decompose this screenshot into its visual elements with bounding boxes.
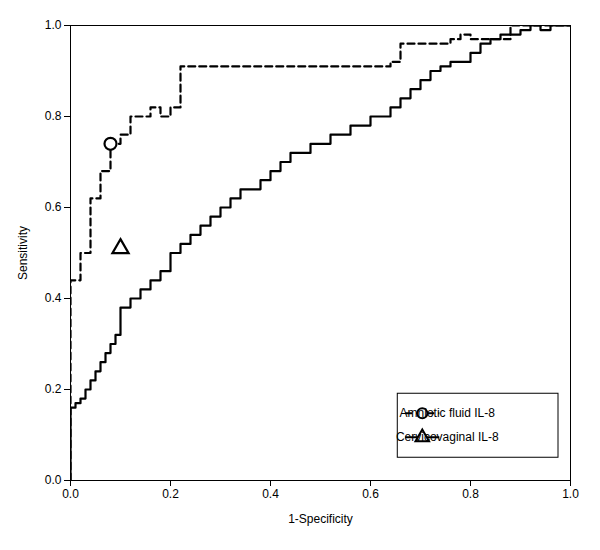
svg-text:0.4: 0.4 [45, 291, 62, 305]
svg-text:1.0: 1.0 [562, 487, 579, 501]
svg-text:0.6: 0.6 [362, 487, 379, 501]
svg-text:0.8: 0.8 [462, 487, 479, 501]
svg-text:1-Specificity: 1-Specificity [288, 512, 353, 526]
svg-text:Sensitivity: Sensitivity [16, 226, 30, 280]
svg-text:Cervicovaginal IL-8: Cervicovaginal IL-8 [396, 430, 499, 444]
svg-text:0.0: 0.0 [45, 473, 62, 487]
svg-text:1.0: 1.0 [45, 18, 62, 32]
svg-text:0.2: 0.2 [162, 487, 179, 501]
svg-text:0.2: 0.2 [45, 382, 62, 396]
svg-text:Amniotic fluid IL-8: Amniotic fluid IL-8 [400, 406, 496, 420]
svg-text:0.4: 0.4 [262, 487, 279, 501]
svg-text:0.0: 0.0 [62, 487, 79, 501]
svg-text:0.8: 0.8 [45, 109, 62, 123]
svg-text:0.6: 0.6 [45, 200, 62, 214]
